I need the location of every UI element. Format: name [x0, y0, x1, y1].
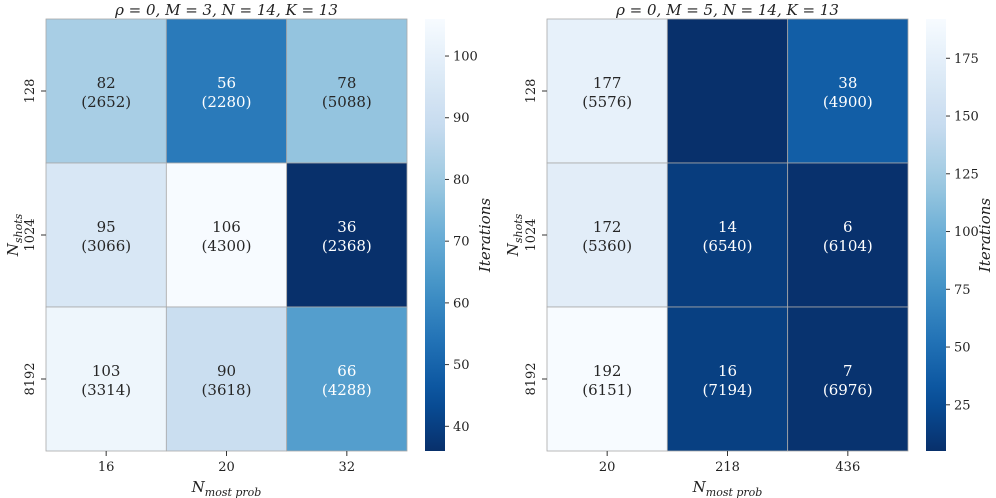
cell-value: 78	[337, 74, 356, 92]
cell-subvalue: (5576)	[582, 93, 632, 111]
heatmap-cell	[787, 306, 909, 452]
colorbar-tick-label: 40	[453, 420, 470, 435]
cell-value: 82	[97, 74, 116, 92]
cell-value: 36	[337, 218, 356, 236]
heatmap-cell	[165, 162, 288, 308]
y-axis-label-main: N	[4, 242, 22, 257]
cell-value: 103	[92, 362, 121, 380]
y-tick-label: 8192	[23, 362, 38, 395]
cell-value: 192	[593, 362, 622, 380]
heatmap-panel-right: ρ = 0, M = 5, N = 14, K = 13177(5576)38(…	[504, 1, 994, 498]
heatmap-cell	[45, 306, 167, 452]
cell-value: 106	[212, 218, 241, 236]
heatmap-cell	[546, 162, 668, 308]
cell-subvalue: (2280)	[202, 93, 252, 111]
cell-value: 177	[593, 74, 622, 92]
heatmap-cell	[286, 18, 408, 164]
cell-subvalue: (3066)	[81, 237, 131, 255]
heatmap-cell	[165, 306, 288, 452]
colorbar-tick-label: 100	[954, 225, 979, 240]
heatmap-cell	[45, 162, 167, 308]
heatmap-cell	[787, 18, 909, 164]
heatmap-cell	[546, 306, 668, 452]
chart-title: ρ = 0, M = 5, N = 14, K = 13	[615, 1, 839, 19]
colorbar-tick-label: 100	[453, 50, 478, 65]
y-axis-label: Nshots	[4, 213, 25, 257]
x-tick-label: 436	[835, 460, 860, 475]
chart-title: ρ = 0, M = 3, N = 14, K = 13	[114, 1, 338, 19]
cell-subvalue: (6104)	[823, 237, 873, 255]
y-axis-label: Nshots	[504, 213, 525, 257]
heatmap-cell	[546, 18, 668, 164]
cell-subvalue: (4288)	[322, 381, 372, 399]
cell-value: 90	[217, 362, 236, 380]
colorbar-tick-label: 80	[453, 173, 470, 188]
colorbar-tick-label: 50	[954, 341, 971, 356]
colorbar	[926, 19, 946, 451]
cell-value: 7	[843, 362, 853, 380]
x-tick-label: 20	[218, 460, 235, 475]
cell-subvalue: (4900)	[823, 93, 873, 111]
colorbar-tick-label: 125	[954, 167, 979, 182]
heatmap-cell	[787, 162, 909, 308]
colorbar-tick-label: 75	[954, 283, 971, 298]
colorbar-tick-label: 25	[954, 398, 971, 413]
colorbar-tick-label: 60	[453, 296, 470, 311]
heatmap-cell	[666, 18, 789, 164]
x-axis-label-main: N	[191, 478, 206, 496]
cell-subvalue: (6976)	[823, 381, 873, 399]
x-axis-label-main: N	[692, 478, 707, 496]
y-tick-label: 128	[23, 79, 38, 104]
cell-subvalue: (3618)	[202, 381, 252, 399]
y-tick-label: 128	[524, 79, 539, 104]
y-axis-label-sub: shots	[512, 213, 525, 243]
y-tick-label: 1024	[524, 218, 539, 251]
cell-value: 14	[718, 218, 737, 236]
x-axis-label-sub: most prob	[706, 486, 763, 498]
y-tick-label: 8192	[524, 362, 539, 395]
y-axis-label-sub: shots	[12, 213, 25, 243]
cell-value: 38	[838, 74, 857, 92]
heatmap-cell	[666, 162, 789, 308]
colorbar-label: Iterations	[976, 198, 994, 273]
colorbar-tick-label: 70	[453, 235, 470, 250]
cell-subvalue: (6540)	[703, 237, 753, 255]
y-axis-label-main: N	[504, 242, 522, 257]
heatmap-cell	[45, 18, 167, 164]
cell-subvalue: (5088)	[322, 93, 372, 111]
cell-value: 172	[593, 218, 622, 236]
x-tick-label: 218	[715, 460, 740, 475]
cell-subvalue: (7194)	[703, 381, 753, 399]
heatmap-cell	[666, 306, 789, 452]
heatmap-panel-left: ρ = 0, M = 3, N = 14, K = 1382(2652)56(2…	[4, 1, 494, 498]
cell-subvalue: (6151)	[582, 381, 632, 399]
cell-value: 66	[337, 362, 356, 380]
y-tick-label: 1024	[23, 218, 38, 251]
x-tick-label: 20	[599, 460, 616, 475]
cell-subvalue: (2652)	[81, 93, 131, 111]
heatmap-cell	[286, 162, 408, 308]
cell-value: 56	[217, 74, 236, 92]
x-axis-label: Nmost prob	[692, 478, 763, 498]
colorbar-tick-label: 175	[954, 52, 979, 67]
colorbar-tick-label: 90	[453, 111, 470, 126]
colorbar-label: Iterations	[476, 198, 494, 273]
heatmap-cell	[165, 18, 288, 164]
cell-value: 16	[718, 362, 737, 380]
cell-subvalue: (3314)	[81, 381, 131, 399]
x-axis-label-sub: most prob	[205, 486, 262, 498]
cell-subvalue: (4300)	[202, 237, 252, 255]
cell-value: 6	[843, 218, 853, 236]
colorbar-tick-label: 50	[453, 358, 470, 373]
x-axis-label: Nmost prob	[191, 478, 262, 498]
x-tick-label: 16	[98, 460, 115, 475]
x-tick-label: 32	[339, 460, 356, 475]
cell-subvalue: (5360)	[582, 237, 632, 255]
colorbar	[425, 19, 445, 451]
cell-value: 95	[97, 218, 116, 236]
colorbar-tick-label: 150	[954, 110, 979, 125]
cell-subvalue: (2368)	[322, 237, 372, 255]
